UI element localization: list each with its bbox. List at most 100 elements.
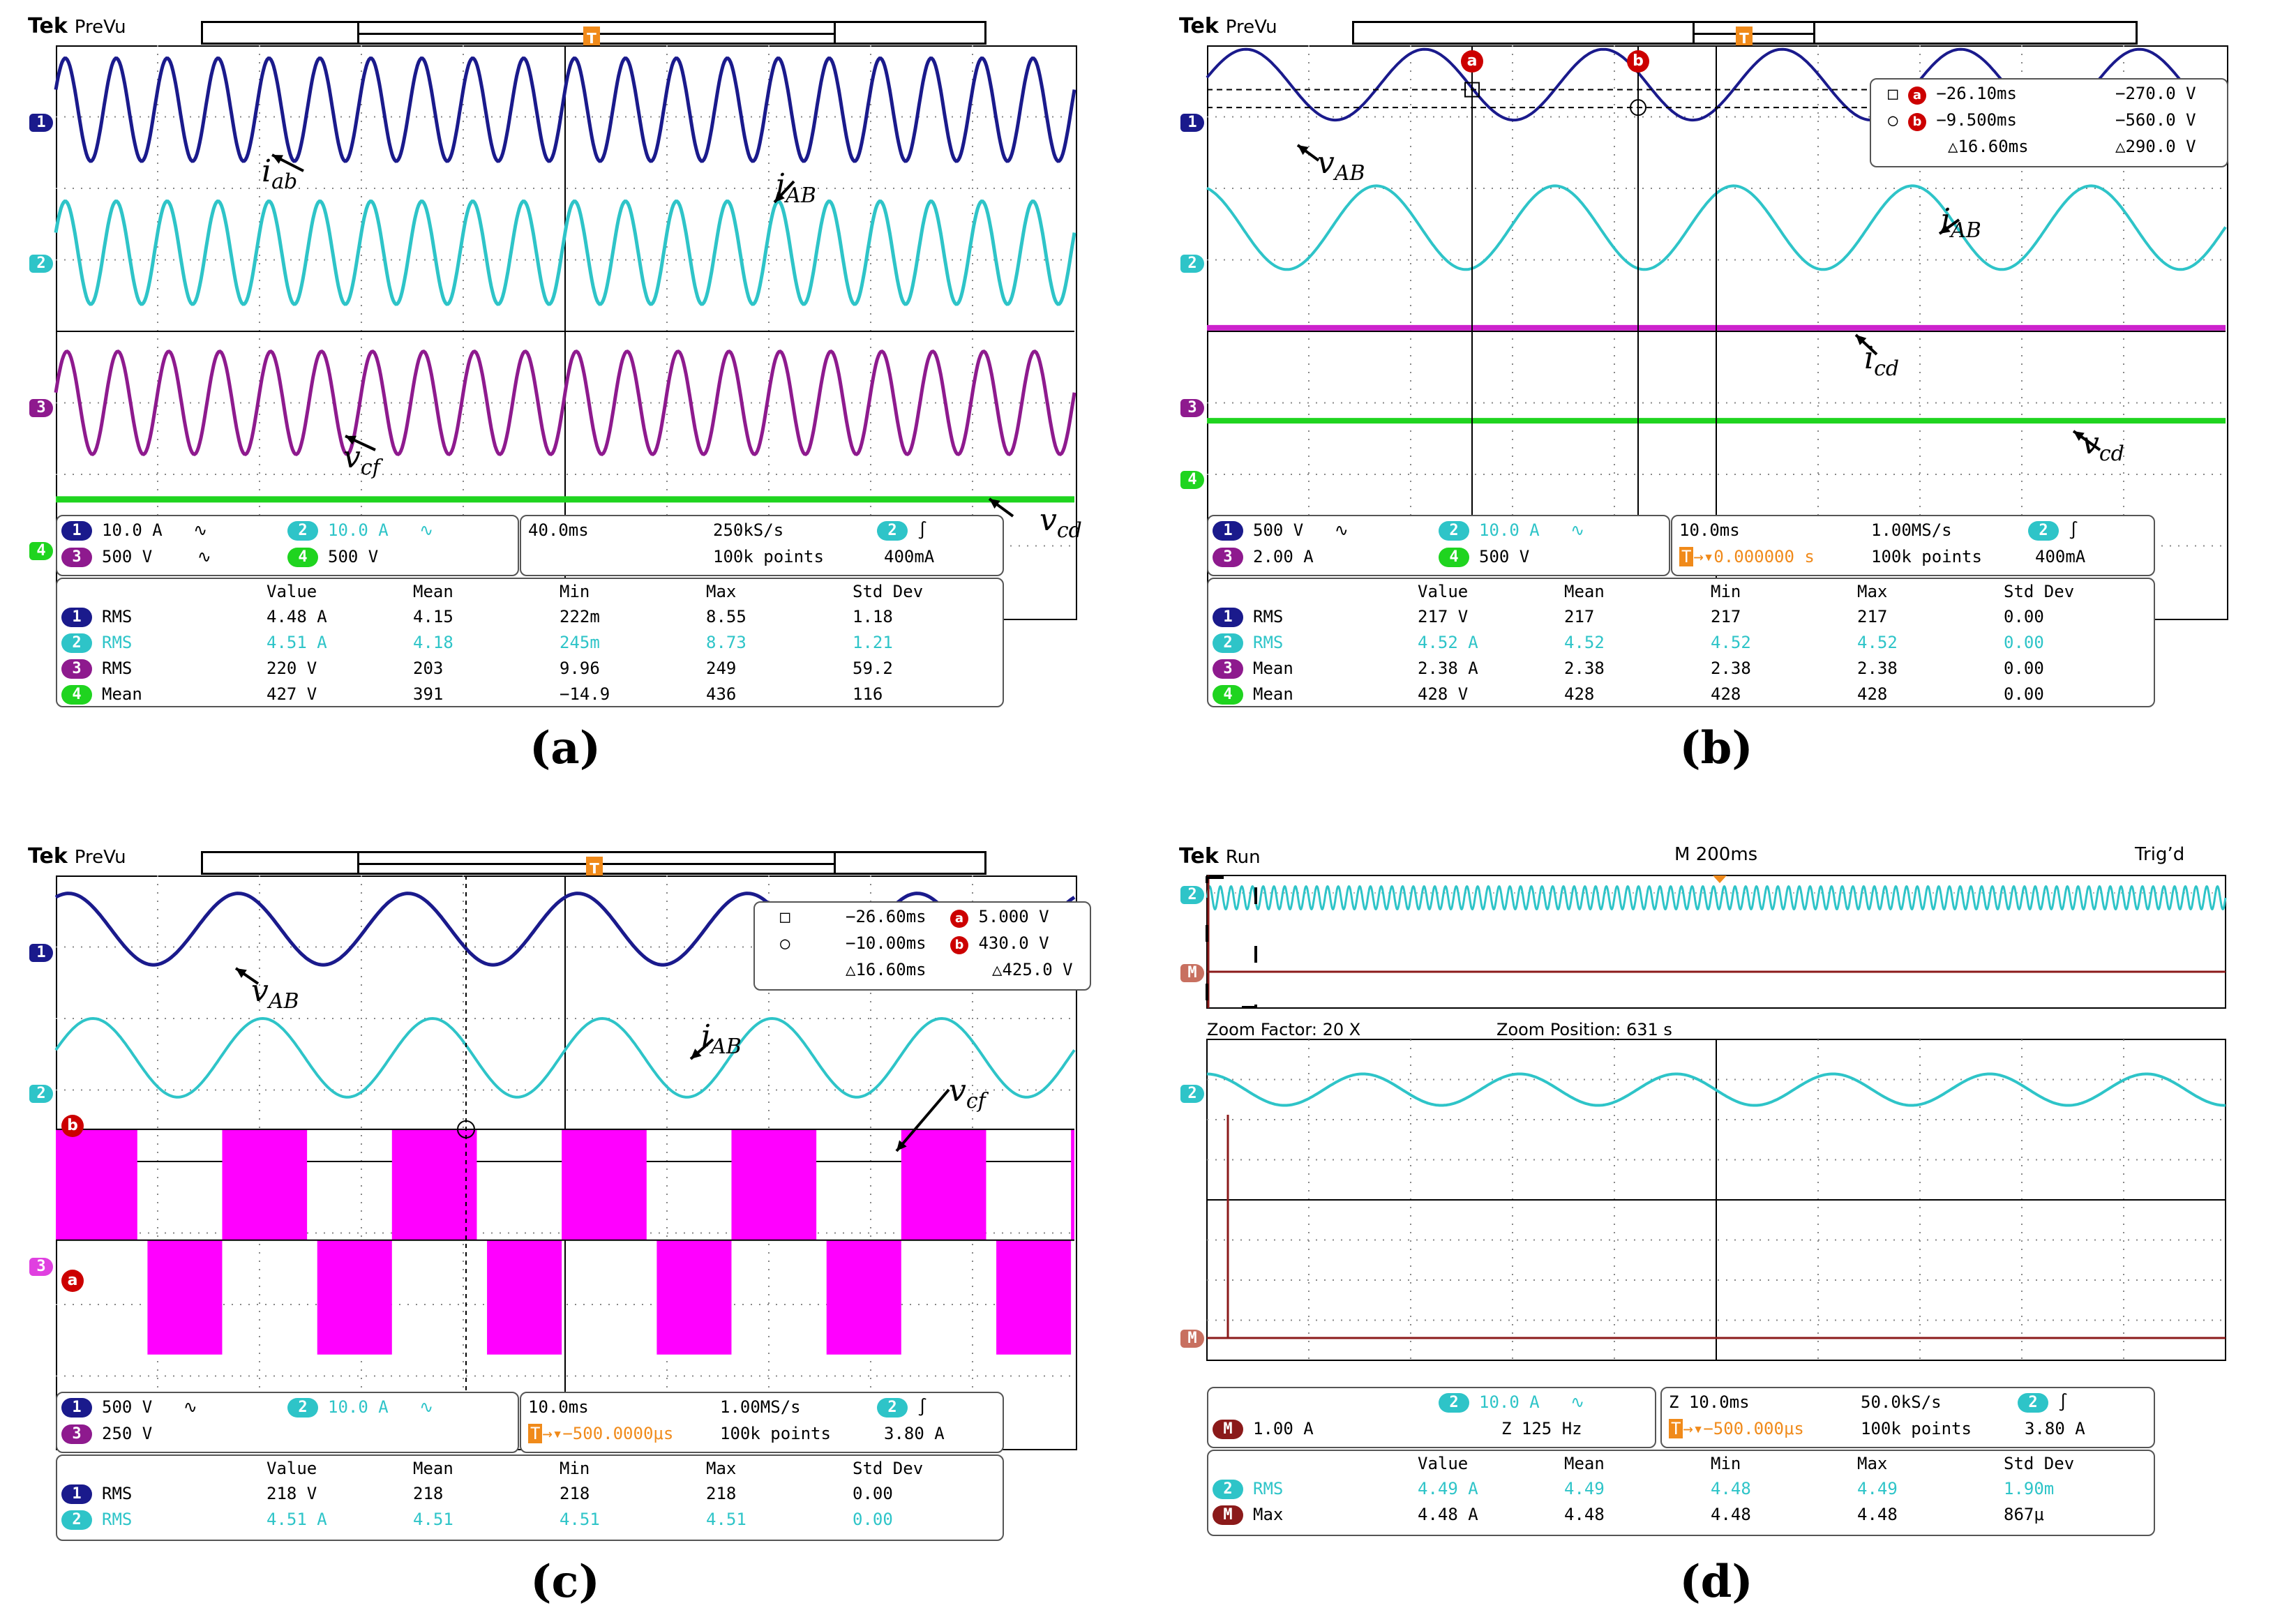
vertical-readout: 1 500 V ∿ 2 10.0 A ∿ 3 250 V [56, 1392, 519, 1453]
panel-a: Tek PreVu T 1 2 3 4 iab iAB vcf vcd 1 10.0… [28, 14, 1102, 774]
tek-logo: Tek PreVu [1179, 14, 1277, 38]
cursor-readout: □ −26.60ms a 5.000 V ○ −10.00ms b 430.0 … [753, 901, 1091, 991]
caption: (d) [1679, 1556, 1753, 1608]
table-row-label: 2 RMS [61, 633, 132, 653]
annotation-arrowhead [272, 155, 283, 164]
table-header: Max [1857, 582, 1888, 601]
trace-v-AB [54, 892, 1076, 967]
pwm-positive-block [56, 1129, 137, 1240]
trig-state: Trig’d [2135, 844, 2185, 865]
table-cell: 428 [1711, 684, 1741, 704]
cursor-readout: □ a −26.10ms −270.0 V ○ b −9.500ms −560.… [1870, 78, 2228, 167]
label-i-AB: iAB [701, 1018, 742, 1059]
caption: (c) [530, 1556, 600, 1608]
table-cell: 428 V [1418, 684, 1469, 704]
table-cell: 2.38 [1857, 659, 1898, 678]
tek-logo: Tek PreVu [28, 844, 126, 869]
table-cell: 0.00 [853, 1484, 893, 1503]
trigger-arrow [1713, 875, 1727, 883]
pwm-negative-block [826, 1240, 901, 1355]
table-cell: 217 V [1418, 607, 1469, 626]
waveform-area [1206, 875, 2227, 1361]
table-cell: 4.52 [1711, 633, 1751, 652]
table-cell: 4.48 [1711, 1479, 1751, 1498]
table-cell: 4.51 [413, 1510, 453, 1529]
annotation-arrowhead [2073, 431, 2085, 442]
annotation-arrowhead [236, 968, 247, 978]
trace-i-AB [54, 1016, 1076, 1099]
table-row-label: 2 RMS [1213, 1479, 1283, 1499]
table-cell: 220 V [267, 659, 317, 678]
table-cell: 218 V [267, 1484, 317, 1503]
table-cell: 4.49 [1564, 1479, 1605, 1498]
pwm-negative-block [656, 1240, 732, 1355]
table-cell: 0.00 [2004, 633, 2044, 652]
table-header: Std Dev [853, 1459, 924, 1478]
table-header: Mean [1564, 582, 1605, 601]
horizontal-readout: 10.0ms T →▾0.000000 s 1.00MS/s 100k point… [1671, 515, 2155, 576]
ch4-marker: 4 [1180, 471, 1204, 489]
table-cell: 4.52 A [1418, 633, 1478, 652]
pwm-positive-block [901, 1129, 986, 1240]
table-cell: 0.00 [2004, 684, 2044, 704]
table-cell: 4.52 [1564, 633, 1605, 652]
table-cell: 428 [1564, 684, 1595, 704]
ch1-marker: 1 [29, 114, 53, 132]
table-cell: 4.51 A [267, 633, 327, 652]
table-header: Max [706, 1459, 737, 1478]
table-cell: 222m [560, 607, 600, 626]
table-header: Min [1711, 582, 1741, 601]
annotation-arrowhead [989, 499, 1000, 509]
vertical-readout: 2 10.0 A ∿ M 1.00 A Z 125 Hz [1207, 1387, 1656, 1448]
table-cell: 218 [413, 1484, 444, 1503]
cursor-a-square [1464, 82, 1480, 98]
table-cell: 1.21 [853, 633, 893, 652]
table-cell: 867μ [2004, 1505, 2044, 1524]
pwm-positive-block [391, 1129, 477, 1240]
table-row-label: 4 Mean [61, 684, 142, 705]
caption: (a) [529, 722, 601, 774]
math-marker-overview: M [1180, 964, 1204, 982]
cursor-a-marker: a [1461, 50, 1483, 73]
tek-logo: Tek Run [1179, 844, 1261, 869]
pwm-negative-block [317, 1240, 392, 1355]
waveform-area [54, 875, 1076, 1448]
table-cell: 0.00 [2004, 607, 2044, 626]
table-cell: 59.2 [853, 659, 893, 678]
table-cell: 4.48 [1857, 1505, 1898, 1524]
table-cell: 217 [1857, 607, 1888, 626]
tek-logo: Tek PreVu [28, 14, 126, 38]
table-cell: −14.9 [560, 684, 610, 704]
panel-b: Tek PreVu T a b 1 2 3 4 □ a −26.10ms −270… [1179, 14, 2253, 774]
ch2-marker-zoom: 2 [1180, 1085, 1204, 1103]
table-header: Value [1418, 1454, 1469, 1473]
table-cell: 9.96 [560, 659, 600, 678]
table-cell: 2.38 [1711, 659, 1751, 678]
pwm-positive-block [731, 1129, 817, 1240]
cursor-b-marker: b [61, 1115, 84, 1137]
annotation-arrowhead [896, 1140, 907, 1151]
table-header: Value [1418, 582, 1469, 601]
cursor-a-marker: a [61, 1270, 84, 1292]
table-row-label: 2 RMS [1213, 633, 1283, 653]
measurement-table: Value Mean Min Max Std Dev 2 RMS 4.49 A 4.49 4.48… [1207, 1450, 2155, 1536]
measurement-table: Value Mean Min Max Std Dev 1 RMS 218 V 218 218 218… [56, 1454, 1004, 1541]
table-cell: 428 [1857, 684, 1888, 704]
label-i-AB: iAB [1941, 202, 1981, 243]
annotation-arrowhead [1298, 145, 1309, 156]
table-header: Max [706, 582, 737, 601]
table-cell: 1.18 [853, 607, 893, 626]
table-row-label: 1 RMS [61, 1484, 132, 1504]
table-row-label: 3 Mean [1213, 659, 1293, 679]
measurement-table: Value Mean Min Max Std Dev 1 RMS 217 V 217 217 217… [1207, 578, 2155, 707]
annotation-arrowhead [1939, 223, 1951, 234]
ch3-marker: 3 [29, 1258, 53, 1276]
label-i-cd: icd [1864, 340, 1900, 381]
label-i-AB: iAB [776, 167, 816, 208]
table-cell: 4.51 [706, 1510, 746, 1529]
table-cell: 4.48 A [267, 607, 327, 626]
table-header: Min [560, 1459, 590, 1478]
ch1-marker: 1 [29, 944, 53, 962]
table-header: Min [560, 582, 590, 601]
table-cell: 2.38 A [1418, 659, 1478, 678]
